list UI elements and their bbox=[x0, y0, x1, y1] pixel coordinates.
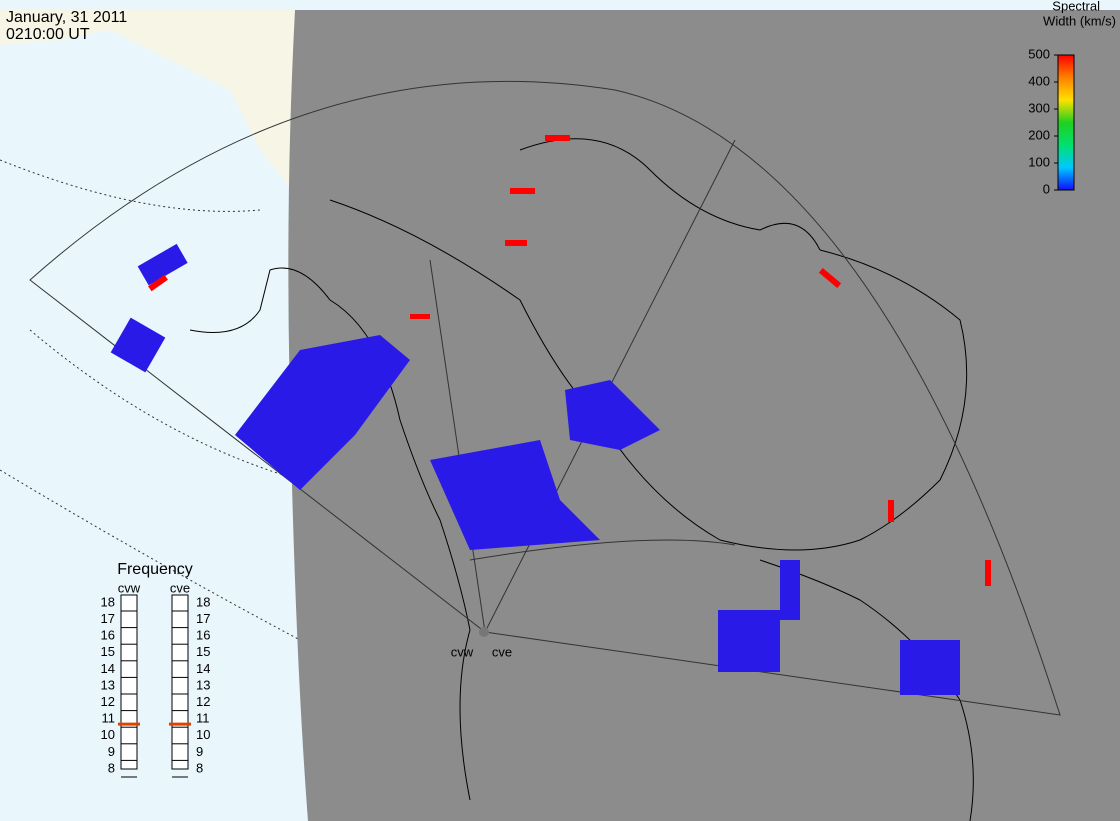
station-marker bbox=[479, 627, 489, 637]
colorbar-tick-label: 100 bbox=[1028, 154, 1050, 169]
frequency-box bbox=[171, 594, 189, 770]
colorbar-tick-label: 300 bbox=[1028, 100, 1050, 115]
colorbar-scale bbox=[1057, 54, 1075, 191]
colorbar-title: Spectral bbox=[1052, 0, 1100, 13]
frequency-tick-label: 11 bbox=[102, 711, 116, 726]
frequency-tick-label: 9 bbox=[196, 744, 203, 759]
frequency-tick-label: 14 bbox=[196, 661, 210, 676]
frequency-tick-label: 16 bbox=[196, 628, 210, 643]
frequency-tick-label: 16 bbox=[101, 628, 115, 643]
colorbar-tick-label: 200 bbox=[1028, 127, 1050, 142]
coastlines bbox=[189, 138, 974, 821]
radar-name: cvw bbox=[118, 580, 141, 595]
frequency-box bbox=[120, 594, 138, 770]
frequency-panel: cvw89101112131415161718cve89101112131415… bbox=[101, 580, 210, 778]
frequency-tick-label: 15 bbox=[196, 644, 210, 659]
date: January, 31 2011 bbox=[6, 9, 127, 26]
frequency-tick-label: 11 bbox=[196, 711, 210, 726]
colorbar-title: Width (km/s) bbox=[1043, 13, 1116, 28]
frequency-tick-label: 18 bbox=[101, 594, 115, 609]
frequency-tick-label: 13 bbox=[101, 677, 115, 692]
colorbar-tick-label: 400 bbox=[1028, 73, 1050, 88]
scatter-echoes bbox=[110, 243, 960, 695]
frequency-tick-label: 12 bbox=[101, 694, 115, 709]
frequency-tick-label: 12 bbox=[196, 694, 210, 709]
latitude-grid bbox=[0, 159, 301, 641]
frequency-tick-label: 17 bbox=[196, 611, 210, 626]
station-label: cvw bbox=[451, 644, 474, 659]
radar-name: cve bbox=[170, 580, 190, 595]
frequency-tick-label: 13 bbox=[196, 677, 210, 692]
frequency-tick-label: 10 bbox=[101, 727, 115, 742]
station-label: cve bbox=[492, 644, 512, 659]
frequency-tick-label: 9 bbox=[108, 744, 115, 759]
colorbar-tick-label: 0 bbox=[1043, 181, 1050, 196]
colorbar-tick-label: 500 bbox=[1028, 46, 1050, 61]
frequency-tick-label: 14 bbox=[101, 661, 115, 676]
land-dayside bbox=[0, 10, 300, 200]
frequency-tick-label: 17 bbox=[101, 611, 115, 626]
time: 0210:00 UT bbox=[6, 26, 90, 43]
frequency-tick-label: 15 bbox=[101, 644, 115, 659]
frequency-tick-label: 10 bbox=[196, 727, 210, 742]
frequency-tick-label: 18 bbox=[196, 594, 210, 609]
night-region bbox=[288, 10, 1120, 821]
frequency-tick-label: 8 bbox=[196, 760, 203, 775]
frequency-tick-label: 8 bbox=[108, 760, 115, 775]
frequency-title: Frequency bbox=[117, 561, 193, 578]
high-width-echoes bbox=[148, 135, 991, 586]
colorbar: 0 100 200 300 400 500 bbox=[1028, 46, 1075, 196]
